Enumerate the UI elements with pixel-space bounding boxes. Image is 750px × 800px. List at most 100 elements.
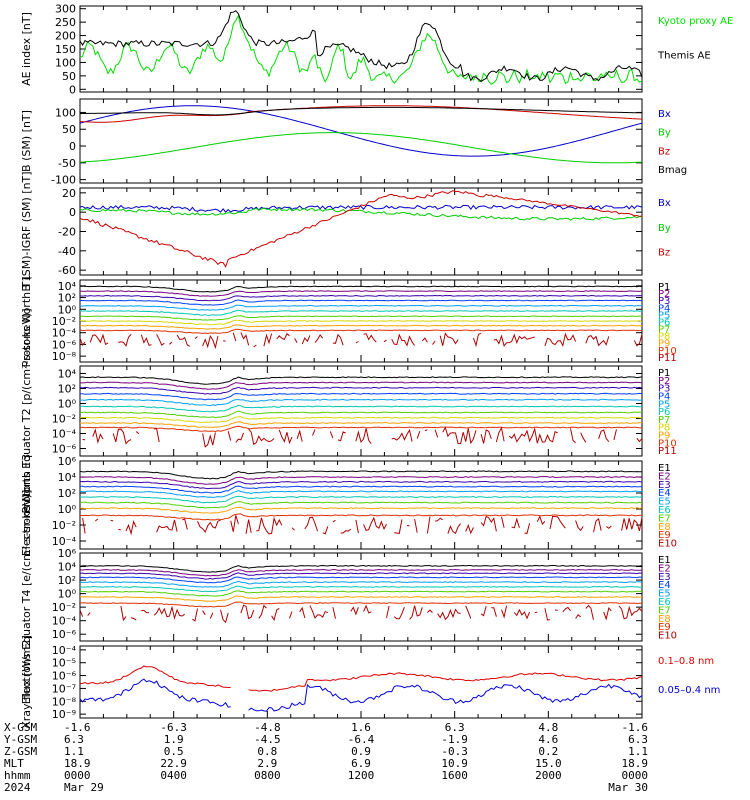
y-tick-label: -20 <box>58 226 76 239</box>
panel-8: 10⁻⁴10⁻⁵10⁻⁶10⁻⁷10⁻⁸10⁻⁹ Xray flux [W/m2]… <box>20 635 720 729</box>
series-line-p2 <box>80 381 643 390</box>
legend-entry: E5 <box>658 497 671 508</box>
legend-entry: P3 <box>658 384 670 395</box>
y-tick-label: 0 <box>69 83 76 96</box>
series-line-0-05-0-4-nm <box>79 678 643 712</box>
series-line-e4 <box>79 576 643 584</box>
y-tick-label: 10⁻⁴ <box>52 644 77 657</box>
series-line-bz <box>79 105 643 123</box>
ephemeris-value: 0.5 <box>164 745 184 758</box>
ephemeris-value: -4.5 <box>254 733 281 746</box>
legend-entry: P6 <box>658 407 670 418</box>
ephemeris-value: 1.6 <box>351 721 371 734</box>
y-tick-label: 10⁻⁶ <box>52 670 77 683</box>
ephemeris-value: 18.9 <box>64 757 91 770</box>
legend-entry: P10 <box>658 346 677 357</box>
series-line-p9 <box>79 324 643 330</box>
series-line-p11 <box>82 426 643 448</box>
series-line-p10 <box>79 425 643 433</box>
legend-entry: P2 <box>658 289 670 300</box>
legend-entry: P1 <box>658 282 670 293</box>
series-line-kyoto-proxy-ae <box>79 14 643 85</box>
y-tick-label: 10⁰ <box>58 588 77 601</box>
legend-entry: E2 <box>658 471 671 482</box>
y-tick-label: 10⁻⁶ <box>52 628 77 641</box>
legend-entry: E4 <box>658 488 671 499</box>
y-tick-label: 10⁰ <box>58 503 77 516</box>
y-tick-label: 10⁻⁴ <box>52 535 77 548</box>
ephemeris-value: -6.3 <box>160 721 187 734</box>
series-line-e6 <box>79 495 643 504</box>
series-line-by <box>79 132 643 164</box>
y-axis-label: Xray flux [W/m2] <box>20 635 33 729</box>
series-line-e6 <box>79 585 643 593</box>
legend-entry: P4 <box>658 303 670 314</box>
y-tick-label: 150 <box>55 43 76 56</box>
y-tick-label: 10⁻⁴ <box>52 327 77 340</box>
panel-frame <box>79 645 643 719</box>
y-tick-label: 10⁻² <box>52 413 76 426</box>
y-tick-label: 0 <box>69 206 76 219</box>
ephemeris-row-label: X-GSM <box>4 721 37 734</box>
legend-entry: Bz <box>658 146 670 157</box>
y-tick-label: 10⁻² <box>52 315 76 328</box>
ephemeris-value: 4.6 <box>538 733 558 746</box>
legend-entry: Bz <box>658 248 670 259</box>
legend-entry: E10 <box>658 631 677 642</box>
series-line-p6 <box>79 404 642 413</box>
series-line-p5 <box>79 304 643 311</box>
panel-frame <box>79 98 643 184</box>
ephemeris-value: 0800 <box>254 769 281 782</box>
y-tick-label: 250 <box>55 16 76 29</box>
ephemeris-value: 4.8 <box>538 721 558 734</box>
panel-3: 20 0 -20 -40 -60 B (SM)-IGRF (SM) [nT] Bx By Bz <box>20 171 671 291</box>
series-line-p3 <box>79 386 643 395</box>
legend-entry: E8 <box>658 614 671 625</box>
ephemeris-value: 6.3 <box>628 733 648 746</box>
y-axis-label: Protons Equator T2 [p/(cm²-s-sr-keV)] <box>20 308 33 513</box>
y-tick-label: -40 <box>58 245 76 258</box>
ephemeris-value: 0.9 <box>351 745 371 758</box>
panel-frame <box>79 5 643 93</box>
legend-entry: P5 <box>658 399 670 410</box>
series-line-e4 <box>80 485 643 494</box>
y-axis-label: Protons North T1 <box>20 275 33 368</box>
ephemeris-value: 1600 <box>441 769 468 782</box>
y-tick-label: 10⁴ <box>58 471 77 484</box>
legend-entry: Themis AE <box>657 50 711 61</box>
series-line-e3 <box>79 572 643 580</box>
legend-entry: P8 <box>658 332 670 343</box>
y-tick-label: 100 <box>55 56 76 69</box>
legend-entry: P6 <box>658 317 670 328</box>
y-tick-label: 10⁻² <box>52 519 76 532</box>
ephemeris-value: 0000 <box>64 769 91 782</box>
series-line-e5 <box>79 489 643 498</box>
ephemeris-value: -6.4 <box>348 733 375 746</box>
legend-entry: P10 <box>658 438 677 449</box>
y-axis-label: B (SM) [nT] <box>20 110 33 172</box>
ephemeris-value: 15.0 <box>535 757 562 770</box>
series-line-p9 <box>80 421 643 428</box>
series-line-p4 <box>79 392 643 401</box>
legend-entry: P4 <box>658 391 670 402</box>
legend-entry: E7 <box>658 605 671 616</box>
series-line-bz <box>79 190 643 268</box>
series-line-p1 <box>79 376 643 385</box>
series-line-e9 <box>79 601 643 608</box>
ephemeris-value: 1.1 <box>628 745 648 758</box>
series-line-p5 <box>79 398 643 407</box>
y-axis-label: Electrons North T3 <box>20 454 33 556</box>
legend-entry: By <box>658 128 671 139</box>
y-tick-label: 10⁻⁵ <box>52 657 76 670</box>
y-tick-label: 10⁶ <box>58 455 77 468</box>
series-line-p2 <box>79 290 643 297</box>
y-tick-label: -100 <box>51 174 76 187</box>
y-axis-label: Electrons Equator T4 [e/(cm²-s-sr-keV)] <box>20 490 33 705</box>
legend-entry: E3 <box>658 480 671 491</box>
series-line-0-1-0-8-nm <box>79 665 643 692</box>
legend-entry: Bx <box>658 109 671 120</box>
y-tick-label: 20 <box>62 187 76 200</box>
